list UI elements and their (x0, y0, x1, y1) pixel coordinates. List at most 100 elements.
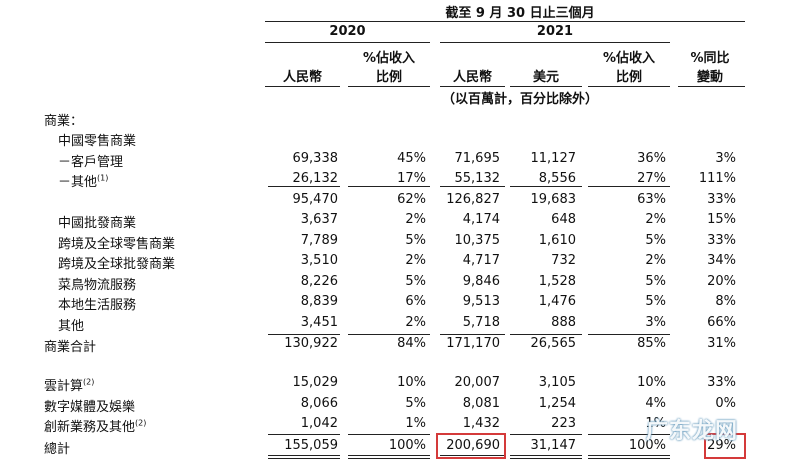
unit-note: （以百萬計，百分比除外） (441, 92, 598, 107)
cell-pct2021: 5% (645, 274, 666, 289)
cell-rmb2020: 26,132 (292, 171, 339, 186)
footnote-marker: (2) (83, 377, 95, 387)
sub-label-china-retail: 中國零售商業 (58, 134, 137, 149)
cell-rmb2021: 10,375 (454, 233, 501, 248)
subtotal-rule-usd2021 (510, 186, 582, 187)
total-commerce-rule-pct2020 (348, 334, 430, 335)
cell-pct2020: 2% (405, 212, 426, 227)
subtotal-rule-pct2021 (588, 186, 670, 187)
col-rmb-2021-header: 人民幣 (452, 70, 492, 85)
cell-yoy: 15% (707, 212, 736, 227)
highlight-box-total-yoy (704, 433, 746, 459)
cell-rmb2021: 4,717 (462, 253, 500, 268)
cell-usd2021: 31,147 (530, 438, 577, 453)
cell-yoy: 33% (707, 192, 736, 207)
cell-yoy: 0% (715, 396, 736, 411)
cell-pct2021: 100% (628, 438, 666, 453)
row-label: －其他(1) (58, 173, 109, 190)
col-pct-2021-header-l2: 比例 (615, 70, 642, 85)
cell-rmb2021: 126,827 (446, 192, 500, 207)
cell-pct2020: 62% (397, 192, 426, 207)
cell-rmb2021: 20,007 (454, 375, 501, 390)
subtotal-rule-rmb2020 (268, 186, 340, 187)
section-label-commerce: 商業： (44, 114, 84, 129)
col-header-underline-yoy (678, 86, 745, 87)
cell-yoy: 31% (707, 336, 736, 351)
grand-total-double-rule-rmb2020 (268, 455, 340, 459)
cell-yoy: 111% (698, 171, 736, 186)
cell-rmb2020: 95,470 (292, 192, 339, 207)
cell-rmb2020: 8,066 (300, 396, 338, 411)
cell-usd2021: 1,254 (538, 396, 576, 411)
cell-pct2021: 1% (645, 416, 666, 431)
cell-rmb2020: 8,226 (300, 274, 338, 289)
cell-rmb2021: 9,513 (462, 294, 500, 309)
col-pct-2020-header-l1: %佔收入 (362, 51, 416, 66)
cell-rmb2021: 200,690 (446, 438, 500, 453)
cell-pct2020: 100% (388, 438, 426, 453)
total-commerce-rule-usd2021 (510, 334, 582, 335)
cell-yoy: 33% (707, 375, 736, 390)
cell-pct2020: 45% (397, 151, 426, 166)
cell-usd2021: 1,528 (538, 274, 576, 289)
highlight-box-total-rmb2021 (436, 433, 506, 459)
year-2021-underline (440, 42, 670, 43)
row-label: 中國批發商業 (58, 216, 137, 231)
cell-yoy: 20% (707, 274, 736, 289)
row-label: 本地生活服務 (58, 298, 137, 313)
cell-usd2021: 888 (551, 315, 576, 330)
cell-rmb2020: 3,451 (300, 315, 338, 330)
cell-rmb2021: 1,432 (462, 416, 500, 431)
cell-pct2020: 6% (405, 294, 426, 309)
row-label: 總計 (44, 442, 71, 457)
cell-yoy: 8% (715, 294, 736, 309)
row-label: 數字媒體及娛樂 (44, 400, 136, 415)
cell-rmb2021: 71,695 (454, 151, 501, 166)
cell-rmb2020: 3,510 (300, 253, 338, 268)
cell-rmb2020: 3,637 (300, 212, 338, 227)
subtotal-rule-pct2020 (348, 186, 430, 187)
cell-usd2021: 3,105 (538, 375, 576, 390)
row-label: 其他 (58, 319, 85, 334)
cell-rmb2021: 8,081 (462, 396, 500, 411)
cell-pct2021: 4% (645, 396, 666, 411)
grand-total-rule-pct2020 (348, 434, 430, 435)
footnote-marker: (2) (135, 418, 147, 428)
cell-rmb2020: 69,338 (292, 151, 339, 166)
cell-rmb2021: 9,846 (462, 274, 500, 289)
row-label: 菜鳥物流服務 (58, 278, 137, 293)
cell-usd2021: 26,565 (530, 336, 577, 351)
grand-total-rule-usd2021 (510, 434, 582, 435)
cell-rmb2020: 7,789 (300, 233, 338, 248)
cell-usd2021: 223 (551, 416, 576, 431)
row-label: 跨境及全球零售商業 (58, 237, 176, 252)
row-label: 雲計算(2) (44, 377, 95, 394)
col-yoy-header-l2: 變動 (696, 70, 723, 85)
cell-rmb2020: 155,059 (284, 438, 338, 453)
col-pct-2020-header-l2: 比例 (375, 70, 402, 85)
cell-pct2020: 5% (405, 233, 426, 248)
cell-yoy: 34% (707, 253, 736, 268)
col-yoy-header-l1: %同比 (690, 51, 730, 66)
cell-rmb2021: 5,718 (462, 315, 500, 330)
col-header-underline-rmb2020 (265, 86, 340, 87)
col-header-underline-usd2021 (510, 86, 582, 87)
cell-rmb2020: 8,839 (300, 294, 338, 309)
cell-pct2021: 27% (637, 171, 666, 186)
grand-total-double-rule-usd2021 (510, 455, 582, 459)
cell-rmb2021: 171,170 (446, 336, 500, 351)
cell-pct2021: 2% (645, 212, 666, 227)
cell-rmb2021: 4,174 (462, 212, 500, 227)
cell-pct2021: 85% (637, 336, 666, 351)
cell-yoy: 3% (715, 151, 736, 166)
cell-usd2021: 19,683 (530, 192, 577, 207)
row-label: 跨境及全球批發商業 (58, 257, 176, 272)
col-header-underline-pct2021 (588, 86, 670, 87)
col-header-underline-pct2020 (348, 86, 430, 87)
cell-pct2020: 10% (397, 375, 426, 390)
total-commerce-rule-rmb2021 (440, 334, 505, 335)
cell-pct2020: 84% (397, 336, 426, 351)
watermark-logo: 广东龙网 (646, 419, 739, 444)
cell-pct2021: 2% (645, 253, 666, 268)
cell-pct2020: 1% (405, 416, 426, 431)
